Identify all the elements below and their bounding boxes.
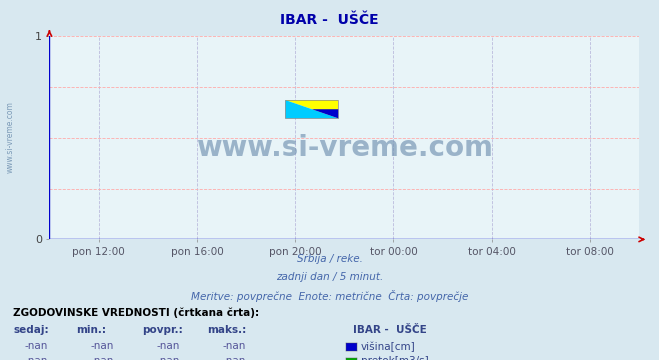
Text: -nan: -nan [156, 341, 180, 351]
Text: Srbija / reke.: Srbija / reke. [297, 254, 362, 264]
Text: -nan: -nan [90, 341, 114, 351]
Text: -nan: -nan [24, 341, 48, 351]
Text: maks.:: maks.: [208, 325, 247, 335]
Text: www.si-vreme.com: www.si-vreme.com [5, 101, 14, 173]
Text: ZGODOVINSKE VREDNOSTI (črtkana črta):: ZGODOVINSKE VREDNOSTI (črtkana črta): [13, 308, 259, 318]
Polygon shape [312, 109, 339, 118]
Text: -nan: -nan [90, 356, 114, 360]
Text: IBAR -  UŠČE: IBAR - UŠČE [280, 13, 379, 27]
Text: višina[cm]: višina[cm] [361, 341, 416, 352]
Text: -nan: -nan [156, 356, 180, 360]
Text: pretok[m3/s]: pretok[m3/s] [361, 356, 429, 360]
Text: povpr.:: povpr.: [142, 325, 183, 335]
Text: min.:: min.: [76, 325, 106, 335]
Text: -nan: -nan [24, 356, 48, 360]
Text: www.si-vreme.com: www.si-vreme.com [196, 134, 493, 162]
Text: -nan: -nan [222, 341, 246, 351]
Polygon shape [285, 100, 339, 118]
Text: zadnji dan / 5 minut.: zadnji dan / 5 minut. [276, 272, 383, 282]
Text: Meritve: povprečne  Enote: metrične  Črta: povprečje: Meritve: povprečne Enote: metrične Črta:… [191, 290, 468, 302]
Polygon shape [285, 100, 339, 118]
Text: -nan: -nan [222, 356, 246, 360]
Text: IBAR -  UŠČE: IBAR - UŠČE [353, 325, 426, 335]
Text: sedaj:: sedaj: [13, 325, 49, 335]
Bar [285, 100, 339, 118]
